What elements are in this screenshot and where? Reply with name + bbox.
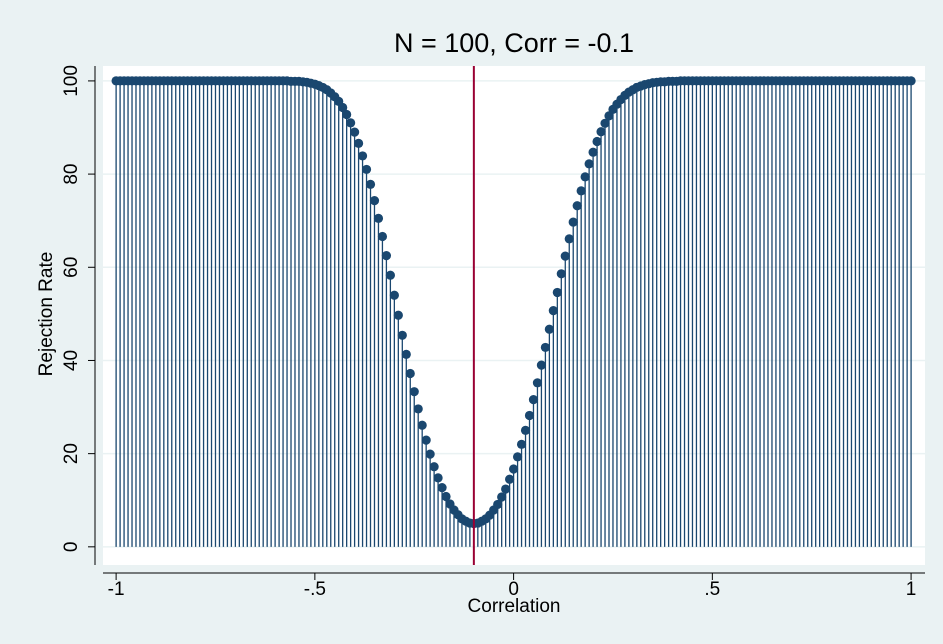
marker: [584, 159, 594, 169]
x-tick-label: -1: [108, 579, 125, 600]
marker: [536, 360, 547, 370]
marker: [433, 473, 443, 483]
y-tick-label: 20: [61, 443, 82, 464]
marker: [556, 269, 566, 279]
chart-title: N = 100, Corr = -0.1: [394, 28, 634, 58]
marker: [393, 310, 403, 320]
marker: [353, 138, 364, 148]
marker: [338, 102, 348, 113]
marker: [588, 147, 598, 157]
marker: [441, 491, 451, 502]
x-tick-label: -.5: [304, 579, 326, 600]
marker: [906, 76, 916, 86]
marker: [509, 464, 519, 474]
marker: [369, 196, 380, 206]
y-tick-label: 80: [61, 164, 82, 185]
marker: [524, 410, 535, 421]
marker: [552, 287, 562, 298]
marker: [576, 186, 586, 196]
marker: [560, 251, 570, 261]
marker: [540, 342, 551, 353]
marker: [373, 213, 384, 223]
y-tick-label: 0: [61, 542, 82, 553]
marker: [377, 231, 388, 242]
marker: [401, 349, 411, 360]
marker: [425, 449, 435, 459]
marker: [346, 118, 356, 128]
marker: [342, 109, 352, 120]
x-tick-label: .5: [704, 579, 720, 600]
marker: [409, 387, 419, 397]
marker: [568, 217, 578, 227]
y-tick-label: 40: [61, 350, 82, 371]
marker: [516, 439, 527, 449]
marker: [580, 172, 590, 182]
marker: [493, 499, 503, 510]
marker: [357, 151, 368, 161]
y-tick-label: 60: [61, 257, 82, 278]
x-tick-label: 0: [508, 579, 519, 600]
marker: [505, 474, 515, 484]
marker: [417, 420, 427, 430]
marker: [564, 234, 574, 244]
marker: [381, 251, 392, 261]
marker: [512, 452, 523, 462]
marker: [385, 270, 395, 280]
marker: [572, 201, 582, 211]
marker: [365, 179, 376, 189]
marker: [532, 378, 543, 388]
marker: [548, 306, 558, 316]
marker: [405, 368, 415, 379]
marker: [397, 330, 407, 340]
x-tick-label: 1: [906, 579, 917, 600]
marker: [421, 435, 431, 445]
marker: [544, 324, 554, 334]
y-tick-label: 100: [61, 65, 82, 97]
marker: [497, 492, 507, 502]
marker: [501, 484, 511, 494]
marker: [350, 127, 360, 137]
marker: [429, 462, 439, 472]
marker: [389, 290, 399, 300]
x-axis-title: Correlation: [468, 596, 561, 617]
marker: [592, 136, 602, 147]
y-axis-title: Rejection Rate: [36, 252, 57, 377]
marker: [520, 425, 531, 435]
marker: [413, 404, 423, 414]
marker: [528, 394, 539, 405]
marker: [600, 118, 610, 128]
marker: [361, 164, 372, 175]
marker: [437, 483, 447, 493]
marker: [596, 127, 606, 137]
